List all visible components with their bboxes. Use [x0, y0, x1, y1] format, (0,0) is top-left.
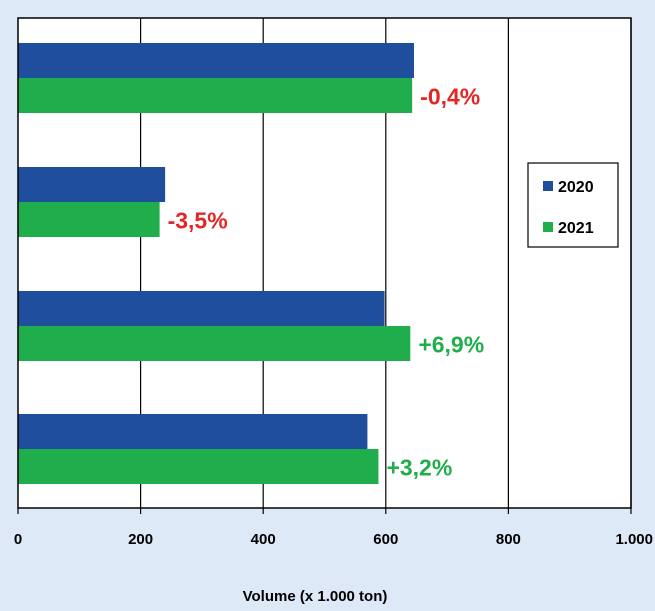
- bar-2021-4: [18, 449, 379, 484]
- bar-change-label: -3,5%: [168, 208, 228, 234]
- bar-2021-1: [18, 78, 413, 113]
- x-tick-label: 1.000: [615, 531, 653, 548]
- bar-2020-4: [18, 414, 368, 449]
- bar-2020-1: [18, 43, 414, 78]
- bar-change-label: -0,4%: [420, 84, 480, 110]
- plot-border: [17, 17, 632, 509]
- bar-change-label: +6,9%: [418, 332, 484, 358]
- legend-label-2021: 2021: [558, 220, 594, 237]
- bar-2020-3: [18, 291, 385, 326]
- bar-2021-2: [18, 202, 160, 237]
- bar-2020-2: [18, 167, 166, 202]
- legend-box: [527, 162, 619, 248]
- legend-swatch-2020: [543, 181, 553, 191]
- bar-2021-3: [18, 326, 411, 361]
- x-tick-label: 800: [496, 531, 521, 548]
- bar-change-label: +3,2%: [386, 455, 452, 481]
- legend-swatch-2021: [543, 222, 553, 232]
- x-tick-label: 200: [128, 531, 153, 548]
- x-tick-label: 0: [14, 531, 22, 548]
- x-tick-label: 400: [251, 531, 276, 548]
- legend-label-2020: 2020: [558, 179, 594, 196]
- x-tick-label: 600: [373, 531, 398, 548]
- x-axis-title: Volume (x 1.000 ton): [243, 588, 388, 605]
